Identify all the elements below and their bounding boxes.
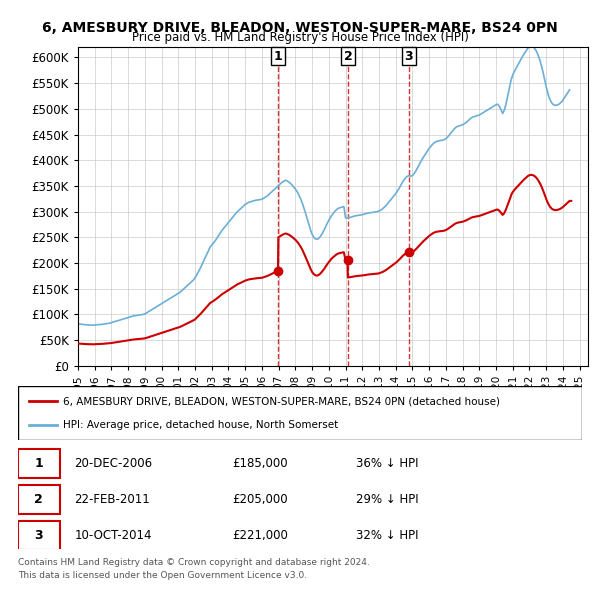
Text: 6, AMESBURY DRIVE, BLEADON, WESTON-SUPER-MARE, BS24 0PN: 6, AMESBURY DRIVE, BLEADON, WESTON-SUPER… xyxy=(42,21,558,35)
Text: 29% ↓ HPI: 29% ↓ HPI xyxy=(356,493,419,506)
Text: 3: 3 xyxy=(404,50,413,63)
Text: 20-DEC-2006: 20-DEC-2006 xyxy=(74,457,152,470)
Text: Price paid vs. HM Land Registry's House Price Index (HPI): Price paid vs. HM Land Registry's House … xyxy=(131,31,469,44)
Text: 36% ↓ HPI: 36% ↓ HPI xyxy=(356,457,419,470)
Text: This data is licensed under the Open Government Licence v3.0.: This data is licensed under the Open Gov… xyxy=(18,571,307,580)
Text: £221,000: £221,000 xyxy=(232,529,288,542)
Text: 1: 1 xyxy=(34,457,43,470)
Text: 3: 3 xyxy=(35,529,43,542)
Text: 2: 2 xyxy=(34,493,43,506)
Text: 10-OCT-2014: 10-OCT-2014 xyxy=(74,529,152,542)
Text: £185,000: £185,000 xyxy=(232,457,288,470)
FancyBboxPatch shape xyxy=(18,522,60,550)
FancyBboxPatch shape xyxy=(18,450,60,478)
Text: 32% ↓ HPI: 32% ↓ HPI xyxy=(356,529,419,542)
FancyBboxPatch shape xyxy=(18,386,582,440)
Text: Contains HM Land Registry data © Crown copyright and database right 2024.: Contains HM Land Registry data © Crown c… xyxy=(18,558,370,566)
Text: 6, AMESBURY DRIVE, BLEADON, WESTON-SUPER-MARE, BS24 0PN (detached house): 6, AMESBURY DRIVE, BLEADON, WESTON-SUPER… xyxy=(63,396,500,407)
FancyBboxPatch shape xyxy=(18,486,60,514)
Text: HPI: Average price, detached house, North Somerset: HPI: Average price, detached house, Nort… xyxy=(63,419,338,430)
Text: 22-FEB-2011: 22-FEB-2011 xyxy=(74,493,150,506)
Text: 1: 1 xyxy=(274,50,283,63)
Text: £205,000: £205,000 xyxy=(232,493,288,506)
Text: 2: 2 xyxy=(344,50,352,63)
